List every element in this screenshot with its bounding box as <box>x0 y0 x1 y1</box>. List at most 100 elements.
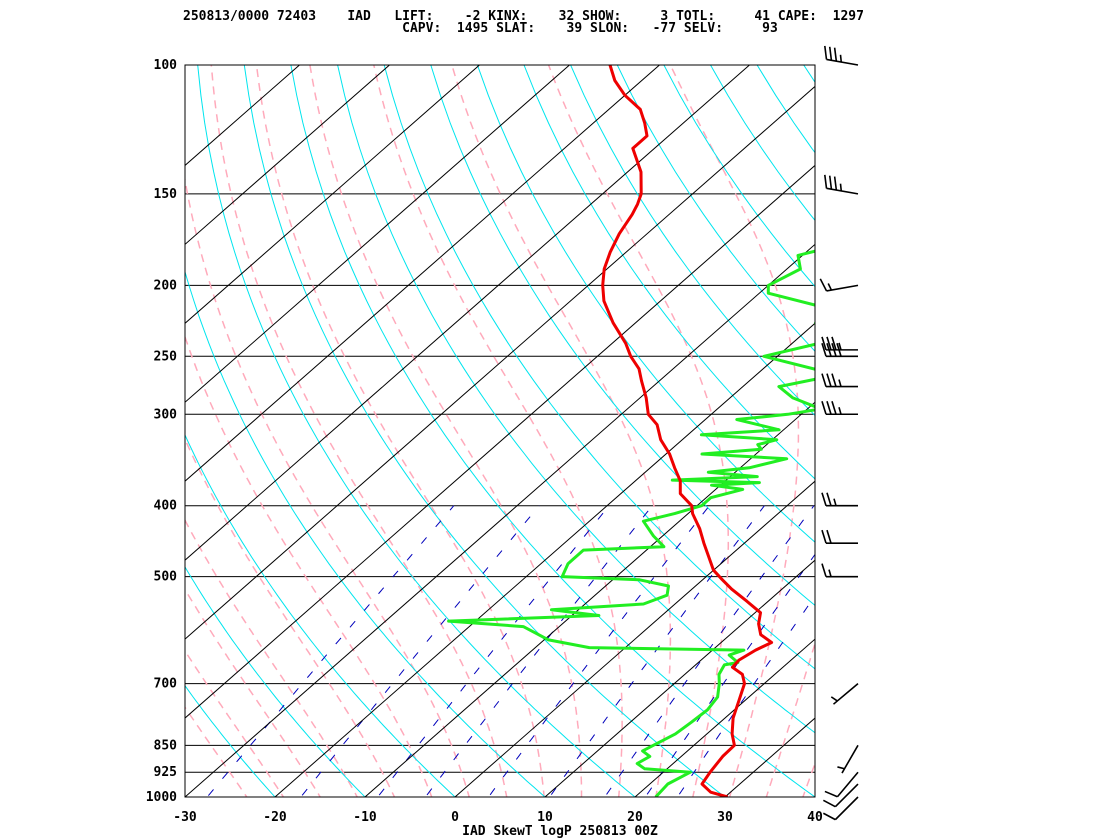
temperature-tick-label: 10 <box>537 810 553 825</box>
mixing-ratio-line <box>206 505 455 797</box>
isotherm-line <box>185 243 815 797</box>
wind-barbs <box>819 45 859 821</box>
moist-adiabat <box>309 65 583 797</box>
mixing-ratio-line <box>424 505 653 797</box>
moist-adiabat <box>451 65 672 797</box>
isobar-lines <box>185 64 815 798</box>
dewpoint-line <box>447 249 815 797</box>
dry-adiabat <box>897 65 1120 813</box>
pressure-tick-label: 100 <box>154 58 178 73</box>
isotherm-line <box>185 65 660 482</box>
moist-adiabat <box>373 65 623 797</box>
sounding-header-line2: CAPV: 1495 SLAT: 39 SLON: -77 SELV: 93 <box>183 21 778 36</box>
wind-barb <box>821 336 858 351</box>
isotherm-line <box>185 65 480 324</box>
wind-barb <box>821 492 858 507</box>
temperature-line <box>601 65 774 797</box>
pressure-tick-label: 700 <box>154 677 178 692</box>
pressure-tick-label: 300 <box>154 407 178 422</box>
isotherm-line <box>185 65 570 403</box>
dry-adiabat <box>990 65 1120 813</box>
moist-adiabat <box>669 65 800 797</box>
wind-barb <box>837 744 859 774</box>
dry-adiabats <box>185 65 1120 813</box>
pressure-tick-label: 200 <box>154 278 178 293</box>
temperature-tick-label: -20 <box>263 810 287 825</box>
wind-barb <box>822 796 859 821</box>
wind-barb <box>821 401 858 416</box>
moist-adiabat <box>185 334 433 797</box>
temperature-tick-label: 40 <box>807 810 823 825</box>
temperature-tick-label: 0 <box>451 810 459 825</box>
isotherm-line <box>454 480 815 797</box>
moist-adiabat <box>765 641 815 797</box>
wind-barb <box>824 174 859 195</box>
mixing-ratio-line <box>604 505 815 797</box>
pressure-tick-label: 850 <box>154 738 178 753</box>
moist-adiabat <box>185 518 359 797</box>
dewpoint-profile <box>447 249 815 797</box>
dry-adiabat <box>616 65 815 352</box>
mixing-ratio-line <box>487 505 710 797</box>
dry-adiabat <box>803 65 815 84</box>
temperature-tick-label: -30 <box>173 810 197 825</box>
pressure-tick-label: 1000 <box>146 790 177 805</box>
mixing-ratio-line <box>300 505 540 797</box>
pressure-tick-label: 925 <box>154 765 177 780</box>
moist-adiabat <box>185 706 248 797</box>
dry-adiabat <box>185 433 456 797</box>
isotherm-line <box>544 559 815 797</box>
moist-adiabats <box>185 65 1114 813</box>
chart-title: IAD SkewT logP 250813 00Z <box>462 824 658 839</box>
dry-adiabat <box>523 65 815 480</box>
dry-adiabat <box>337 65 815 734</box>
temperature-tick-labels: -30 -20 -10 0 10 20 30 40 <box>173 810 823 825</box>
temperature-tick-label: 30 <box>717 810 733 825</box>
pressure-tick-label: 150 <box>154 187 178 202</box>
isotherm-line <box>185 164 815 719</box>
isotherm-line <box>185 65 300 167</box>
wind-barb <box>821 563 858 578</box>
wind-barb <box>821 373 858 388</box>
pressure-tick-label: 250 <box>154 349 178 364</box>
dry-adiabat <box>663 65 815 288</box>
moist-adiabat <box>802 761 815 797</box>
isotherm-line <box>634 638 815 797</box>
wind-barb <box>824 771 859 798</box>
isotherm-lines <box>185 65 815 797</box>
isotherm-line <box>185 65 390 246</box>
temperature-tick-label: 20 <box>627 810 643 825</box>
dry-adiabat <box>185 684 276 797</box>
pressure-tick-labels: 1000 925 850 700 500 400 300 250 200 150 100 <box>146 58 177 805</box>
sounding-header-line1: 250813/0000 72403 IAD LIFT: -2 KINX: 32 … <box>183 9 864 24</box>
moist-adiabat <box>185 587 322 797</box>
dry-adiabat <box>570 65 815 417</box>
isotherm-line <box>724 717 815 797</box>
isotherm-line <box>364 401 815 797</box>
moist-adiabat <box>833 65 1114 813</box>
isotherm-line <box>274 322 815 797</box>
dry-adiabat <box>185 270 546 797</box>
temperature-profile <box>601 65 774 797</box>
pressure-tick-label: 400 <box>154 499 178 514</box>
plot-frame <box>184 64 816 798</box>
wind-barb <box>819 278 859 292</box>
wind-barb <box>824 45 859 66</box>
pressure-tick-label: 500 <box>154 570 178 585</box>
moist-adiabat <box>547 65 730 797</box>
moist-adiabat <box>255 65 545 797</box>
moist-adiabat <box>185 649 285 797</box>
dry-adiabat <box>476 65 815 543</box>
isotherm-line <box>185 85 815 640</box>
dry-adiabat <box>1037 65 1120 813</box>
wind-barb <box>821 529 858 544</box>
dry-adiabat <box>944 65 1120 813</box>
mixing-ratio-line <box>377 505 610 797</box>
isotherm-line <box>814 796 815 797</box>
dry-adiabat <box>290 65 815 797</box>
isotherm-line <box>185 65 750 561</box>
dry-adiabat <box>243 65 726 797</box>
wind-barb <box>822 783 859 808</box>
temperature-tick-label: -10 <box>353 810 377 825</box>
